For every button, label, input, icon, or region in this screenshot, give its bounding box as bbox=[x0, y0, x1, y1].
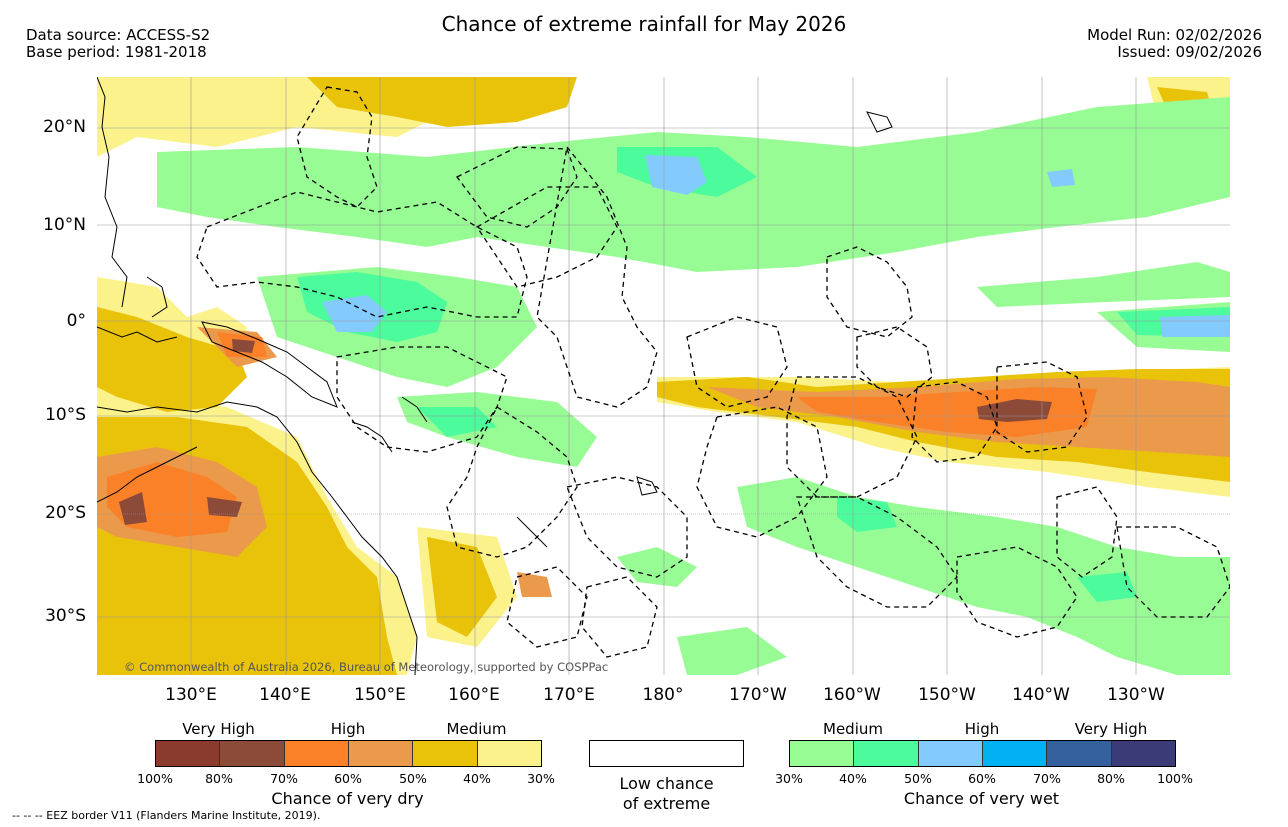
lat-label-20s: 20°S bbox=[45, 503, 86, 523]
wet-colorbar bbox=[789, 740, 1176, 767]
lon-label-130e: 130°E bbox=[165, 685, 217, 705]
dry-category-medium: Medium bbox=[446, 720, 507, 738]
dry-tick: 70% bbox=[270, 771, 298, 786]
dry-swatch-30-40 bbox=[477, 741, 541, 766]
dry-swatch-80-100 bbox=[156, 741, 221, 766]
lon-label-150w: 150°W bbox=[918, 685, 976, 705]
data-info: Data source: ACCESS-S2 Base period: 1981… bbox=[26, 27, 210, 61]
wet-swatch-70-80 bbox=[1047, 741, 1112, 766]
dry-swatch-50-60 bbox=[348, 741, 414, 766]
dry-legend-title: Chance of very dry bbox=[271, 789, 424, 808]
lat-label-10s: 10°S bbox=[45, 405, 86, 425]
coastlines bbox=[97, 77, 893, 675]
low-chance-swatch bbox=[589, 740, 744, 767]
run-info: Model Run: 02/02/2026 Issued: 09/02/2026 bbox=[1087, 27, 1262, 61]
lon-label-180: 180° bbox=[642, 685, 684, 705]
graticule bbox=[97, 77, 1230, 675]
lon-label-170w: 170°W bbox=[729, 685, 787, 705]
lon-label-140e: 140°E bbox=[259, 685, 311, 705]
lat-label-20n: 20°N bbox=[43, 117, 86, 137]
low-chance-label: Low chance of extreme bbox=[589, 774, 744, 814]
wet-category-very-high: Very High bbox=[1074, 720, 1148, 738]
low-chance-line1: Low chance bbox=[619, 774, 714, 793]
dry-tick: 100% bbox=[137, 771, 173, 786]
dry-colorbar bbox=[155, 740, 542, 767]
wet-swatch-50-60 bbox=[918, 741, 983, 766]
dry-tick: 80% bbox=[205, 771, 233, 786]
map-title: Chance of extreme rainfall for May 2026 bbox=[441, 12, 847, 36]
wet-legend-title: Chance of very wet bbox=[903, 789, 1060, 808]
wet-high-areas bbox=[322, 155, 1230, 337]
lon-label-140w: 140°W bbox=[1012, 685, 1070, 705]
eez-note: -- -- -- EEZ border V11 (Flanders Marine… bbox=[12, 809, 321, 822]
wet-swatch-60-70 bbox=[982, 741, 1048, 766]
wet-swatch-80-100 bbox=[1111, 741, 1175, 766]
dry-tick: 50% bbox=[399, 771, 427, 786]
lon-label-170e: 170°E bbox=[543, 685, 595, 705]
wet-tick: 100% bbox=[1157, 771, 1193, 786]
wet-swatch-30-40 bbox=[790, 741, 855, 766]
dry-category-high: High bbox=[330, 720, 366, 738]
data-source: Data source: ACCESS-S2 bbox=[26, 26, 211, 44]
dry-category-very-high: Very High bbox=[182, 720, 255, 738]
dry-swatch-40-50 bbox=[413, 741, 478, 766]
wet-category-high: High bbox=[964, 720, 1000, 738]
wet-tick: 60% bbox=[968, 771, 996, 786]
lon-label-160e: 160°E bbox=[448, 685, 500, 705]
wet-tick: 30% bbox=[775, 771, 803, 786]
dry-swatch-60-70 bbox=[284, 741, 349, 766]
issued-date: Issued: 09/02/2026 bbox=[1117, 43, 1262, 61]
lon-label-150e: 150°E bbox=[354, 685, 406, 705]
lon-label-160w: 160°W bbox=[823, 685, 881, 705]
lon-label-130w: 130°W bbox=[1107, 685, 1165, 705]
lat-label-0: 0° bbox=[66, 311, 86, 331]
dry-tick: 40% bbox=[463, 771, 491, 786]
wet-tick: 80% bbox=[1097, 771, 1125, 786]
base-period: Base period: 1981-2018 bbox=[26, 43, 207, 61]
dry-tick: 30% bbox=[527, 771, 555, 786]
low-chance-line2: of extreme bbox=[622, 794, 711, 813]
lat-label-30s: 30°S bbox=[45, 606, 86, 626]
lat-label-10n: 10°N bbox=[43, 215, 86, 235]
dry-swatch-70-80 bbox=[220, 741, 285, 766]
wet-swatch-40-50 bbox=[854, 741, 919, 766]
wet-tick: 50% bbox=[904, 771, 932, 786]
wet-tick: 70% bbox=[1033, 771, 1061, 786]
eez-borders bbox=[196, 86, 1230, 658]
copyright-notice: © Commonwealth of Australia 2026, Bureau… bbox=[124, 660, 609, 674]
dry-tick: 60% bbox=[334, 771, 362, 786]
rainfall-map bbox=[97, 77, 1230, 675]
wet-tick: 40% bbox=[839, 771, 867, 786]
model-run: Model Run: 02/02/2026 bbox=[1087, 26, 1262, 44]
wet-category-medium: Medium bbox=[823, 720, 883, 738]
